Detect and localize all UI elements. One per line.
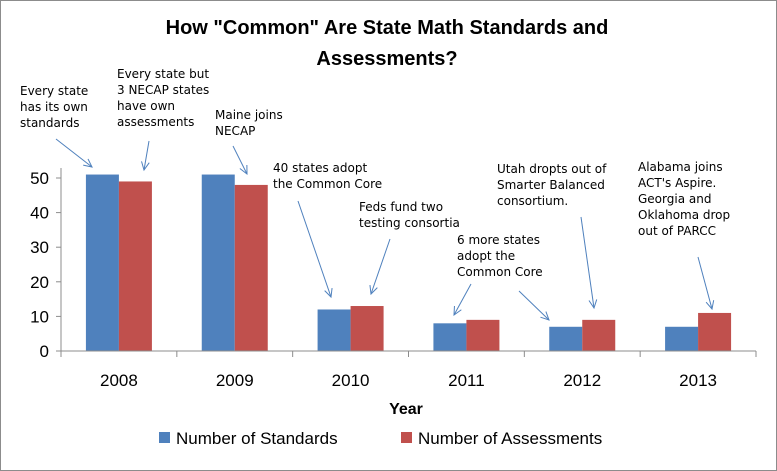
x-tick-label: 2009: [216, 371, 254, 390]
y-tick-label: 10: [30, 307, 49, 326]
plot-area: 0 10 20 30 40 50 2008 2009 2010 2011 2012 2013: [30, 168, 757, 390]
annotation-text: Every state: [20, 84, 88, 98]
annotation-text: 3 NECAP states: [117, 83, 209, 97]
annotation-arrow-head: [239, 164, 248, 176]
annotation-arrow: [697, 256, 713, 310]
annotation-arrow: [55, 138, 93, 168]
y-tick-label: 20: [30, 273, 49, 292]
bar-assessments: [582, 319, 616, 351]
annotation-text: 40 states adopt: [273, 161, 367, 175]
annotation-arrow: [453, 283, 472, 316]
x-tick-label: 2008: [100, 371, 138, 390]
y-tick-label: 50: [30, 169, 49, 188]
chart-title-line-2: Assessments?: [316, 48, 457, 70]
annotation-arrow-head: [588, 299, 598, 310]
x-tick-label: 2011: [448, 371, 485, 390]
annotation-text: Utah dropts out of: [497, 162, 607, 176]
annotation-text: Feds fund two: [359, 200, 443, 214]
annotation-text: testing consortia: [359, 216, 460, 230]
annotation-text: Every state but: [117, 67, 209, 81]
annotation-arrow-head: [324, 288, 333, 299]
bar-standards: [317, 309, 351, 351]
annotation-text: has its own: [20, 100, 88, 114]
annotation-text: adopt the: [457, 249, 515, 263]
legend: Number of Standards Number of Assessments: [159, 429, 602, 448]
bar-assessments: [118, 181, 152, 351]
annotation-text: Alabama joins: [638, 160, 723, 174]
annotation-text: consortium.: [497, 194, 568, 208]
bar-standards: [665, 326, 699, 351]
bar-assessments: [350, 306, 384, 351]
annotation-text: NECAP: [215, 124, 255, 138]
legend-label-standards: Number of Standards: [176, 429, 338, 448]
annotation-arrow-head: [83, 158, 93, 168]
bar-assessments: [698, 312, 732, 351]
annotation-arrow: [370, 238, 391, 295]
legend-label-assessments: Number of Assessments: [418, 429, 602, 448]
bar-standards: [85, 174, 119, 351]
bar-standards: [201, 174, 235, 351]
legend-swatch-standards: [159, 432, 170, 443]
x-axis-label: Year: [389, 401, 423, 418]
annotation-arrow: [143, 140, 150, 171]
annotation-arrow-head: [369, 285, 378, 296]
annotation-arrow-head: [141, 161, 150, 172]
bar-assessments: [234, 184, 268, 351]
annotation-arrow: [297, 200, 332, 298]
annotation-arrow-head: [453, 305, 462, 317]
annotation-text: 6 more states: [457, 233, 540, 247]
chart-title-line-1: How "Common" Are State Math Standards an…: [166, 17, 609, 39]
annotation-text: assessments: [117, 115, 194, 129]
annotations: Every state has its own standards Every sta…: [20, 67, 730, 321]
x-tick-label: 2010: [332, 371, 370, 390]
legend-swatch-assessments: [401, 432, 412, 443]
annotation-text: ACT's Aspire.: [638, 176, 716, 190]
annotation-arrow-head: [540, 311, 550, 321]
annotation-arrow: [580, 216, 595, 309]
annotation-text: Oklahoma drop: [638, 208, 730, 222]
annotation-text: the Common Core: [273, 177, 382, 191]
annotation-text: have own: [117, 99, 175, 113]
annotation-text: standards: [20, 116, 79, 130]
bar-standards: [549, 326, 583, 351]
y-tick-label: 30: [30, 238, 49, 257]
bar-standards: [433, 323, 467, 351]
annotation-text: Maine joins: [215, 108, 283, 122]
annotation-arrow: [232, 145, 248, 175]
annotation-text: out of PARCC: [638, 224, 716, 238]
annotation-arrow: [518, 290, 550, 321]
annotation-text: Common Core: [457, 265, 543, 279]
annotation-text: Smarter Balanced: [497, 178, 605, 192]
x-tick-label: 2012: [563, 371, 601, 390]
y-tick-label: 40: [30, 204, 49, 223]
annotation-text: Georgia and: [638, 192, 711, 206]
bar-assessments: [466, 319, 500, 351]
annotation-arrow-head: [705, 300, 715, 311]
x-tick-label: 2013: [679, 371, 717, 390]
y-tick-label: 0: [40, 342, 49, 361]
